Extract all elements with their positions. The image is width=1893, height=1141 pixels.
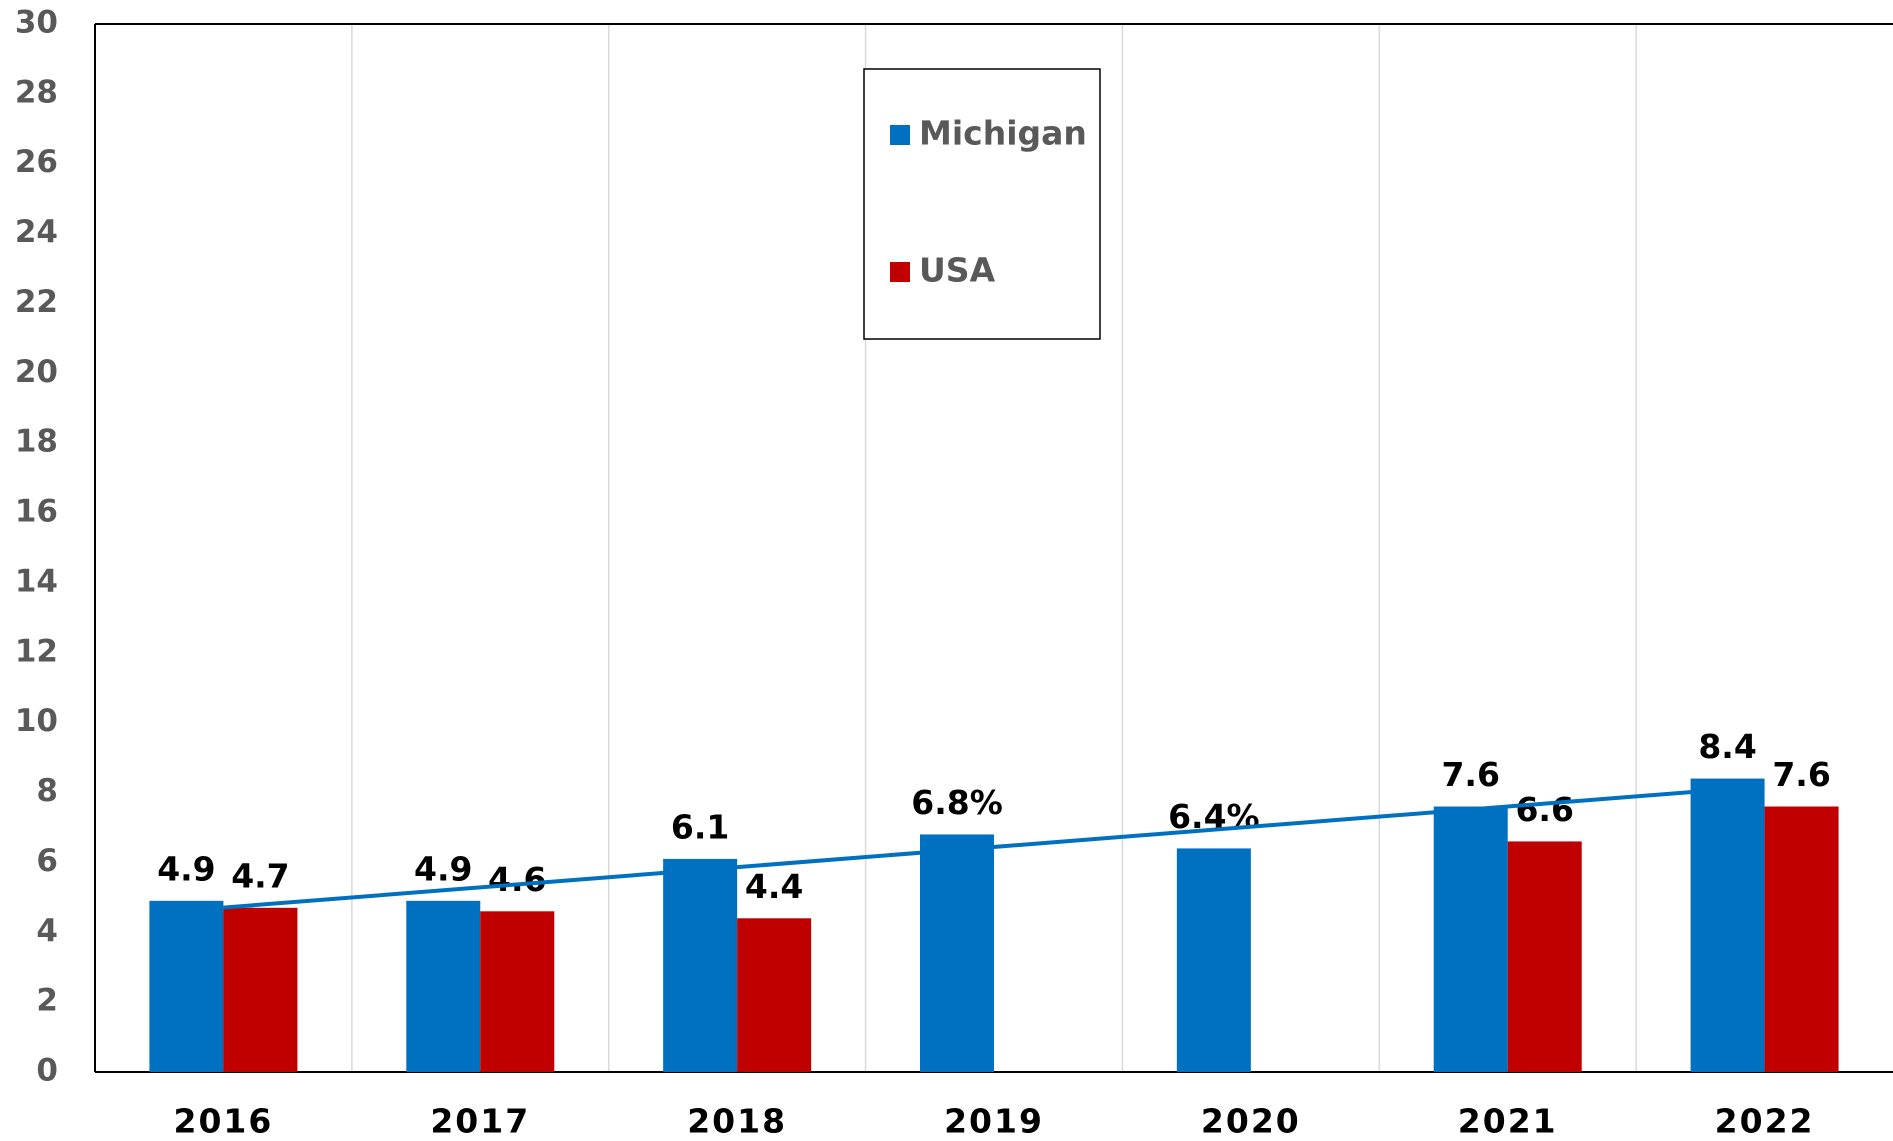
bar	[1507, 841, 1582, 1072]
y-tick-label: 30	[15, 5, 58, 41]
bar	[1690, 778, 1765, 1072]
y-tick-label: 2	[36, 983, 58, 1019]
y-tick-label: 26	[15, 144, 58, 180]
y-tick-label: 0	[36, 1053, 58, 1089]
legend-label: Michigan	[919, 114, 1087, 153]
x-tick-label: 2017	[430, 1102, 530, 1141]
y-tick-label: 18	[15, 424, 58, 460]
y-tick-label: 14	[15, 563, 58, 599]
x-tick-label: 2021	[1458, 1102, 1558, 1141]
legend-swatch	[890, 125, 910, 145]
y-tick-label: 16	[15, 494, 58, 530]
y-tick-label: 12	[15, 633, 58, 669]
data-label: 4.4	[745, 867, 803, 906]
bar	[223, 907, 298, 1072]
data-label: 4.7	[231, 856, 289, 895]
data-label: 4.9	[157, 849, 215, 888]
bar	[1176, 848, 1251, 1072]
legend-swatch	[890, 262, 910, 282]
bar	[663, 858, 738, 1072]
legend-label: USA	[919, 251, 996, 290]
x-tick-label: 2018	[687, 1102, 787, 1141]
data-label: 4.9	[414, 849, 472, 888]
data-label: 4.6	[488, 860, 546, 899]
y-tick-label: 8	[36, 773, 58, 809]
data-label: 6.1	[671, 807, 729, 846]
bar	[480, 911, 555, 1072]
y-tick-label: 6	[36, 843, 58, 879]
data-label: 6.6	[1515, 790, 1573, 829]
data-label: 7.6	[1441, 755, 1499, 794]
y-tick-label: 4	[36, 913, 58, 949]
x-tick-label: 2016	[173, 1102, 273, 1141]
bar	[1764, 806, 1839, 1072]
x-tick-label: 2020	[1201, 1102, 1301, 1141]
bar	[737, 918, 812, 1072]
y-tick-label: 28	[15, 74, 58, 110]
x-tick-label: 2022	[1715, 1102, 1815, 1141]
y-tick-label: 10	[15, 703, 58, 739]
bar	[1433, 806, 1508, 1072]
y-tick-label: 22	[15, 284, 58, 320]
data-label: 7.6	[1772, 755, 1830, 794]
bar	[149, 900, 224, 1072]
x-tick-label: 2019	[944, 1102, 1044, 1141]
bar	[406, 900, 481, 1072]
bar	[920, 834, 994, 1072]
legend-box	[863, 68, 1101, 340]
trendline	[223, 784, 1765, 910]
data-label: 8.4	[1698, 727, 1756, 766]
data-label: 6.8%	[911, 783, 1003, 822]
y-tick-label: 20	[15, 354, 58, 390]
y-tick-label: 24	[15, 214, 58, 250]
